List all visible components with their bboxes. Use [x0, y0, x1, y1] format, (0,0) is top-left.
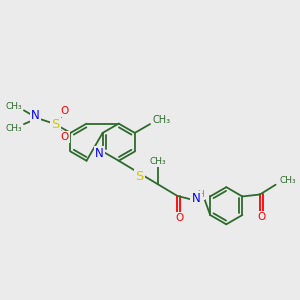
- Text: O: O: [175, 213, 184, 224]
- Text: CH₃: CH₃: [5, 124, 22, 133]
- Text: S: S: [51, 118, 59, 130]
- Text: O: O: [61, 106, 69, 116]
- Text: N: N: [31, 109, 40, 122]
- Text: O: O: [61, 132, 69, 142]
- Text: CH₃: CH₃: [152, 115, 170, 125]
- Text: CH₃: CH₃: [5, 102, 22, 111]
- Text: CH₃: CH₃: [149, 157, 166, 166]
- Text: CH₃: CH₃: [280, 176, 296, 185]
- Text: O: O: [258, 212, 266, 222]
- Text: N: N: [192, 192, 200, 206]
- Text: H: H: [197, 190, 204, 200]
- Text: S: S: [135, 170, 143, 183]
- Text: N: N: [95, 147, 104, 160]
